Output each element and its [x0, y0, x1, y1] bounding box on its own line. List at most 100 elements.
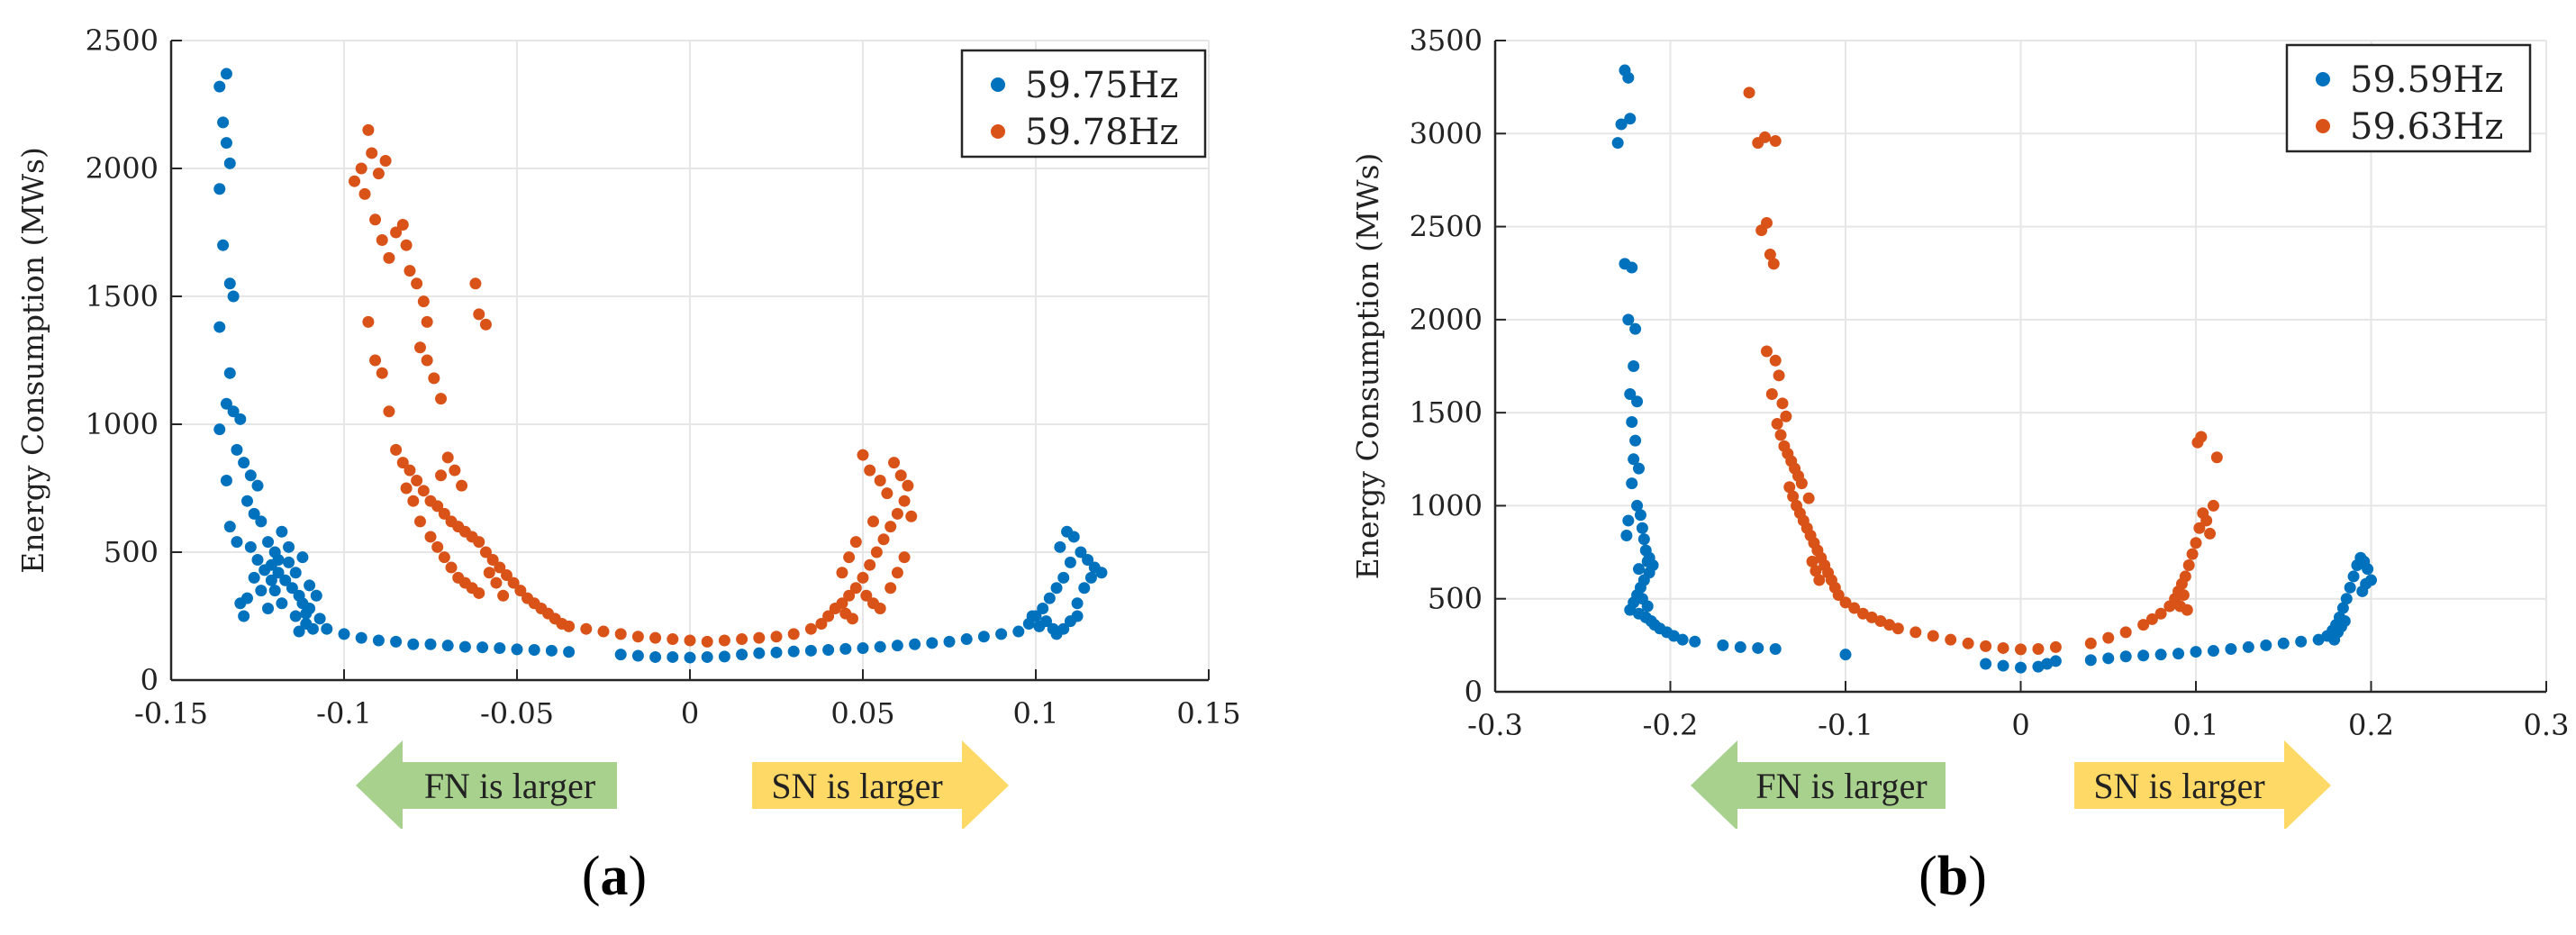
- chart-a-data-point: [234, 413, 247, 425]
- chart-b-y-tick-label: 2000: [1410, 303, 1483, 337]
- chart-b-data-point: [2340, 593, 2353, 605]
- chart-a-data-point: [597, 625, 610, 638]
- chart-b-data-point: [1856, 607, 1869, 620]
- chart-a-data-point: [528, 643, 540, 656]
- chart-a-data-point: [217, 116, 230, 129]
- chart-a-data-point: [424, 531, 437, 543]
- chart-a-data-point: [494, 642, 506, 654]
- chart-a-data-point: [396, 457, 409, 469]
- chart-a-data-point: [411, 277, 423, 290]
- chart-a-data-point: [718, 650, 730, 663]
- chart-a-data-point: [486, 554, 499, 567]
- chart-a-data-point: [411, 474, 423, 486]
- chart-b-data-point: [2332, 626, 2345, 639]
- chart-a-data-point: [1095, 567, 1108, 579]
- chart-a-data-point: [417, 485, 430, 497]
- chart-a-data-point: [369, 354, 382, 367]
- chart-b-x-tick-label: 0: [2011, 708, 2029, 742]
- chart-a-data-point: [804, 622, 817, 635]
- chart-b-data-point: [1631, 499, 1644, 512]
- chart-a-data-point: [404, 265, 416, 277]
- chart-a-data-point: [614, 649, 627, 661]
- chart-a-data-point: [864, 558, 876, 571]
- chart-b-data-point: [1771, 418, 1783, 431]
- chart-a-data-point: [289, 610, 302, 622]
- chart-a-data-point: [262, 536, 275, 549]
- chart-b-data-point: [2179, 570, 2191, 583]
- chart-a-data-point: [631, 631, 644, 643]
- chart-a-data-point: [881, 487, 893, 500]
- chart-b-data-point: [2173, 600, 2186, 613]
- chart-a-data-point: [390, 635, 403, 648]
- chart-b-data-point: [2172, 648, 2185, 660]
- chart-a-data-point: [888, 457, 901, 469]
- chart-b-y-tick-label: 3500: [1410, 23, 1483, 58]
- chart-b-data-point: [1637, 533, 1650, 546]
- chart-a-data-point: [843, 589, 856, 602]
- chart-a-data-point: [1050, 628, 1063, 640]
- chart-a-data-point: [943, 635, 956, 648]
- chart-b-data-point: [1628, 360, 1640, 372]
- chart-a-legend-marker: [991, 77, 1005, 92]
- chart-a-data-point: [1050, 582, 1063, 595]
- chart-a-series-2: [349, 123, 918, 648]
- chart-b-data-point: [1620, 529, 1633, 541]
- chart-a-data-point: [770, 631, 783, 643]
- chart-b-data-point: [1636, 522, 1648, 534]
- chart-b-series-1: [1611, 64, 2377, 674]
- chart-a-data-point: [213, 183, 226, 195]
- chart-a-data-point: [483, 567, 495, 579]
- chart-a-data-point: [1075, 546, 1087, 558]
- chart-a-data-point: [276, 525, 288, 538]
- chart-a-data-point: [843, 551, 856, 564]
- chart-a-data-point: [898, 551, 911, 564]
- chart-a-data-point: [857, 571, 869, 584]
- chart-a-data-point: [217, 239, 230, 251]
- chart-a-y-tick-label: 2000: [86, 151, 159, 186]
- chart-b-data-point: [1622, 514, 1635, 527]
- chart-a-data-point: [995, 628, 1008, 640]
- chart-b-data-point: [1848, 602, 1861, 614]
- chart-a-data-point: [458, 640, 471, 653]
- chart-b-data-point: [2204, 527, 2217, 540]
- chart-a-data-point: [787, 628, 800, 640]
- chart-a-data-point: [701, 635, 713, 648]
- chart-b-data-point: [1626, 261, 1638, 274]
- chart-a-data-point: [262, 602, 275, 614]
- chart-b-data-point: [2312, 633, 2325, 646]
- chart-b-data-point: [1802, 492, 1815, 504]
- scatter-chart-a: -0.15 -0.1 -0.05 0 0.05 0.1 0.15 0 500 1000 1500 20…: [15, 23, 1241, 831]
- chart-a-data-point: [1067, 531, 1080, 543]
- chart-a-data-point: [545, 644, 558, 657]
- chart-b-sn-arrow: [2074, 740, 2331, 831]
- chart-b-data-point: [1769, 135, 1782, 148]
- chart-a-data-point: [248, 507, 260, 520]
- chart-a-data-point: [836, 567, 848, 579]
- chart-a-data-point: [431, 500, 444, 513]
- chart-a-data-point: [376, 367, 388, 379]
- chart-a-data-point: [684, 651, 696, 664]
- chart-b-data-point: [2207, 645, 2219, 658]
- chart-a-data-point: [822, 610, 835, 622]
- chart-b-data-point: [2102, 652, 2115, 665]
- chart-b-data-point: [1646, 559, 1659, 572]
- chart-a-data-point: [736, 633, 748, 646]
- chart-a-data-point: [905, 510, 918, 522]
- chart-a-data-point: [494, 561, 506, 574]
- chart-a-data-point: [255, 585, 268, 597]
- chart-a-data-point: [417, 295, 430, 308]
- chart-a-data-point: [701, 650, 713, 663]
- chart-a-legend-label: 59.75Hz: [1025, 65, 1178, 106]
- chart-b-data-point: [1810, 565, 1822, 577]
- chart-b-data-point: [1611, 137, 1624, 150]
- chart-a-data-point: [476, 641, 489, 654]
- chart-b-fn-arrow-label: FN is larger: [1755, 766, 1927, 806]
- chart-b-data-point: [2225, 642, 2237, 655]
- chart-b-data-point: [2362, 563, 2374, 576]
- chart-b-data-point: [2154, 649, 2167, 661]
- chart-a-data-point: [849, 582, 862, 595]
- chart-a-data-point: [220, 474, 232, 486]
- chart-a-data-point: [244, 540, 257, 553]
- chart-a-data-point: [276, 597, 288, 610]
- chart-b-y-tick-label: 2500: [1410, 210, 1483, 244]
